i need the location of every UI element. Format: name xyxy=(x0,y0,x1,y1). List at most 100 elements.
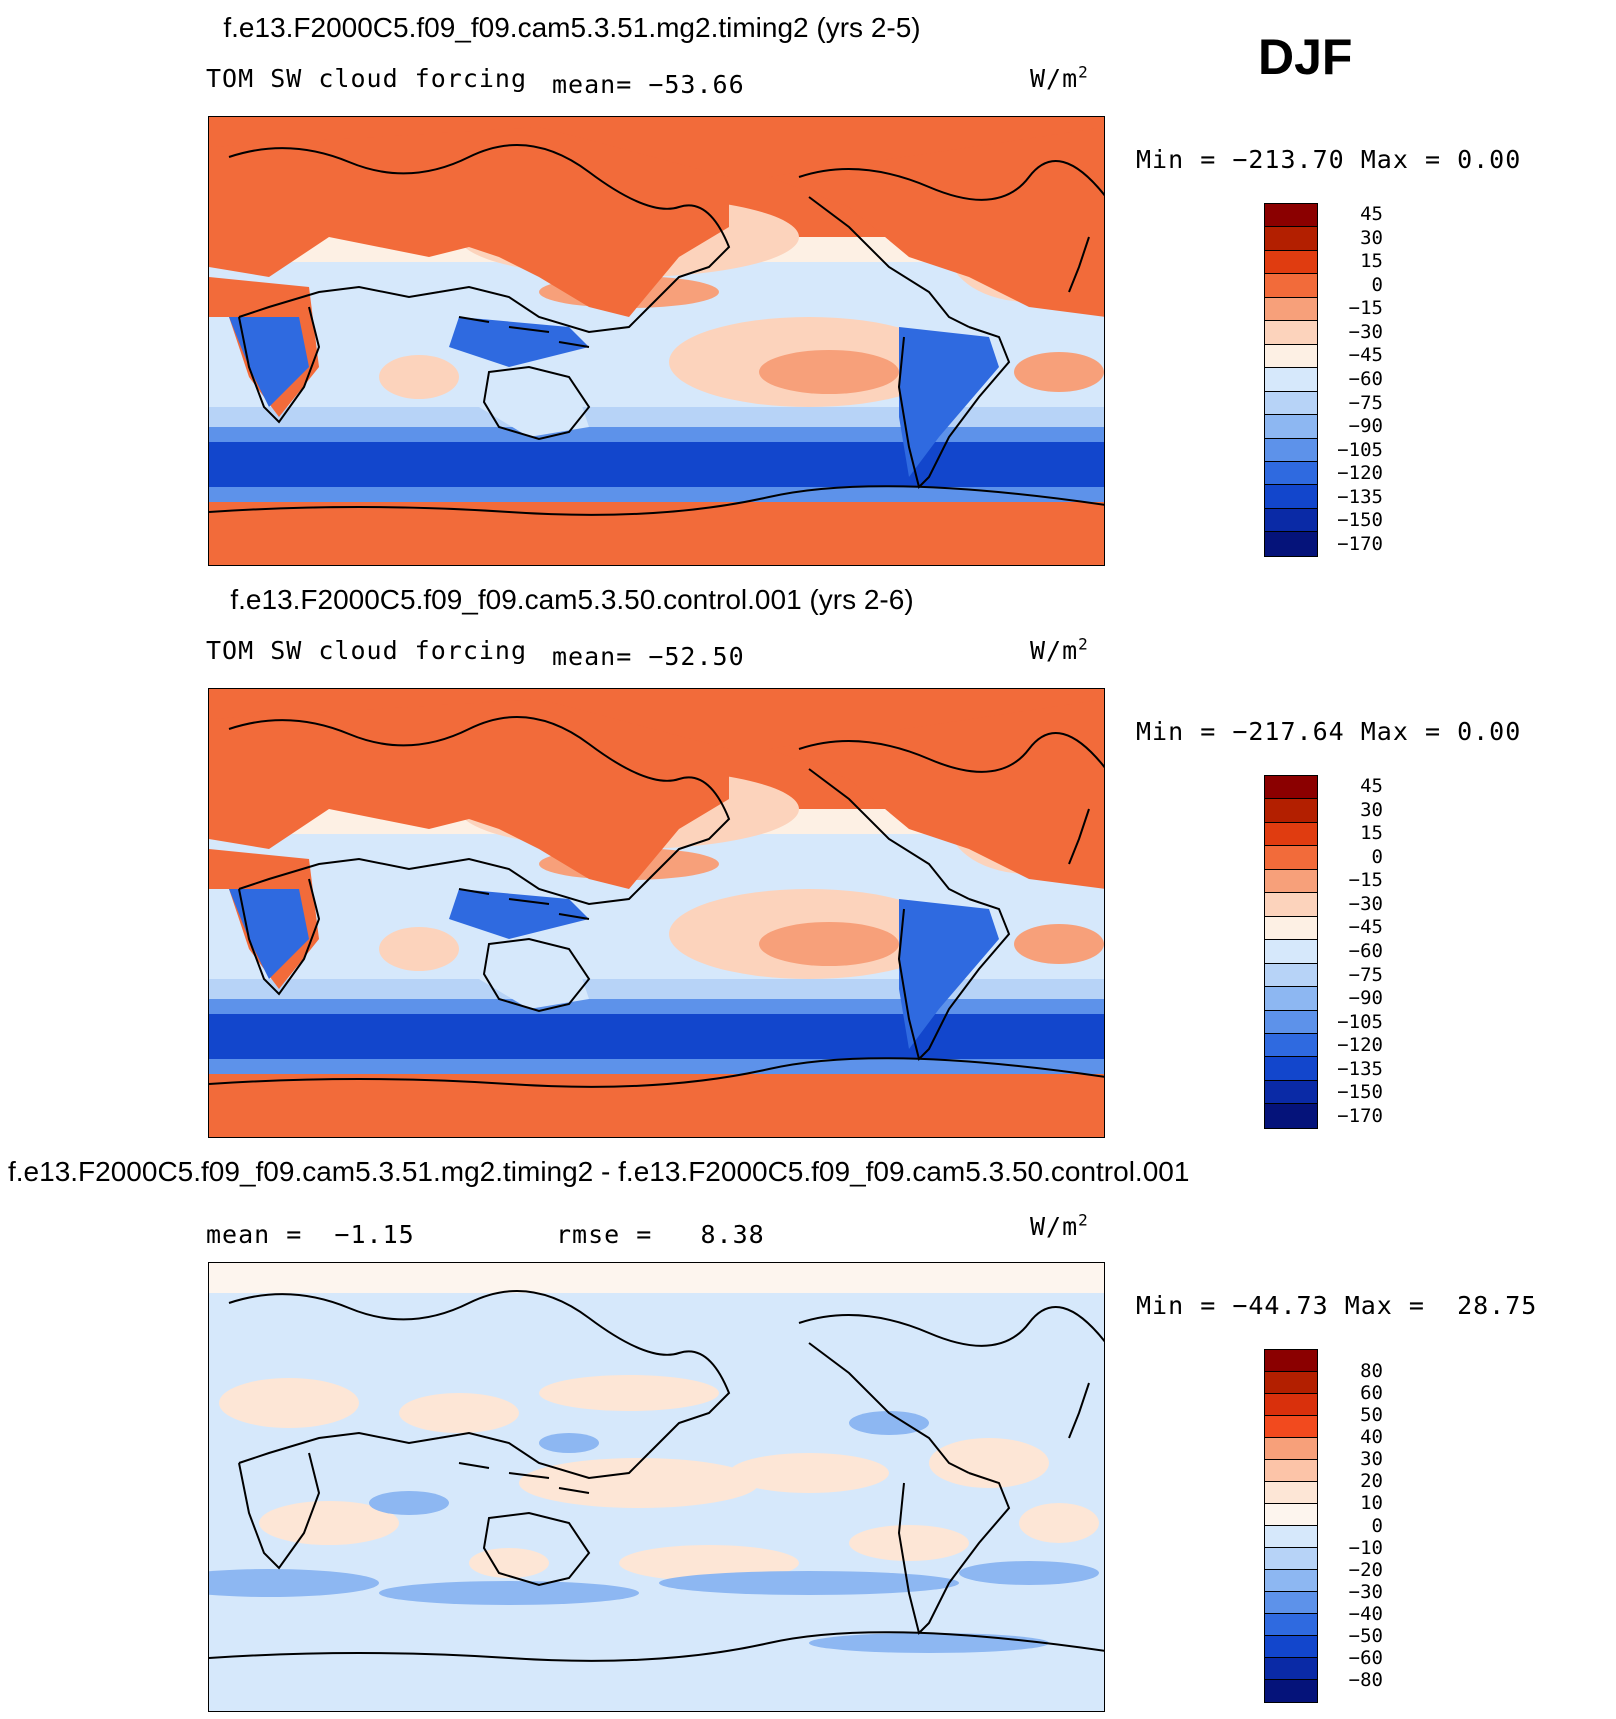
colorbar-label: −170 xyxy=(1337,1105,1383,1127)
colorbar-swatch xyxy=(1265,1460,1317,1482)
colorbar-label: 0 xyxy=(1371,1514,1383,1537)
colorbar-swatch xyxy=(1265,846,1317,870)
panel-1-title: f.e13.F2000C5.f09_f09.cam5.3.51.mg2.timi… xyxy=(223,12,921,43)
colorbar-swatch xyxy=(1265,1680,1317,1702)
antarctica-region xyxy=(209,1074,1104,1137)
colorbar-label: 45 xyxy=(1360,775,1383,797)
anomaly-region xyxy=(219,1378,359,1428)
colorbar-swatch xyxy=(1265,916,1317,941)
southern-band xyxy=(209,1059,1104,1074)
colorbar-swatch xyxy=(1265,1636,1317,1658)
anomaly-region xyxy=(959,1561,1099,1585)
coastline xyxy=(228,716,731,880)
colorbar-label: 80 xyxy=(1360,1360,1383,1382)
panel-3-mean: mean = −1.15 xyxy=(206,1220,415,1249)
coastline xyxy=(458,888,590,920)
colorbar-swatch xyxy=(1265,1057,1317,1081)
colorbar-label: −75 xyxy=(1348,391,1383,414)
colorbar-swatch xyxy=(1265,321,1317,345)
colorbar-swatch xyxy=(1265,1570,1317,1592)
anomaly-region xyxy=(1019,1503,1099,1543)
anomaly-region xyxy=(209,1569,379,1597)
coastline xyxy=(238,878,321,996)
anomaly-region xyxy=(519,1458,759,1508)
coastline xyxy=(458,1462,590,1494)
colorbar-label: −60 xyxy=(1348,368,1383,390)
anomaly-region xyxy=(729,1453,889,1493)
panel-3-map xyxy=(208,1262,1105,1712)
colorbar-swatch xyxy=(1265,1080,1317,1105)
colorbar-label: 0 xyxy=(1371,273,1383,296)
colorbar-swatch xyxy=(1265,274,1317,298)
anomaly-region xyxy=(849,1525,969,1561)
colorbar-swatch xyxy=(1265,1394,1317,1416)
coastline xyxy=(438,285,650,334)
colorbar-swatch xyxy=(1265,1010,1317,1034)
anomaly-region xyxy=(539,1375,719,1411)
coastline xyxy=(1068,1382,1090,1439)
colorbar-swatch xyxy=(1265,776,1317,800)
southeast-atlantic-zone xyxy=(1014,352,1104,392)
colorbar-label: −60 xyxy=(1348,940,1383,962)
colorbar-swatch xyxy=(1265,438,1317,462)
anomaly-region xyxy=(379,1581,639,1605)
australia-land xyxy=(479,367,589,437)
panel-3-units: W/m2 xyxy=(1030,1210,1089,1241)
anomaly-region xyxy=(809,1633,1049,1653)
antarctica-region xyxy=(209,502,1104,565)
colorbar-swatch xyxy=(1265,344,1317,369)
africa-convective-zone xyxy=(229,317,309,407)
colorbar-label: −105 xyxy=(1337,1010,1383,1033)
coastline xyxy=(808,768,970,900)
coastline xyxy=(808,1342,970,1474)
colorbar-label: −90 xyxy=(1348,415,1383,438)
colorbar-swatch xyxy=(1265,250,1317,275)
panel-1-colorbar-labels: 45 30 15 0 −15 −30 −45 −60 −75 −90 −105 −120 −135 −15… xyxy=(1330,205,1383,554)
north-america-land xyxy=(769,699,1104,889)
colorbar-label: 10 xyxy=(1360,1492,1383,1515)
colorbar-swatch xyxy=(1265,461,1317,486)
colorbar-label: −30 xyxy=(1348,892,1383,915)
colorbar-label: 45 xyxy=(1360,203,1383,225)
anomaly-region xyxy=(369,1491,449,1515)
colorbar-label: 50 xyxy=(1360,1404,1383,1427)
colorbar-label: −170 xyxy=(1337,533,1383,555)
colorbar-label: −30 xyxy=(1348,320,1383,343)
south-america-land xyxy=(899,899,999,1049)
colorbar-label: 0 xyxy=(1371,845,1383,868)
panel-2-title: f.e13.F2000C5.f09_f09.cam5.3.50.control.… xyxy=(230,584,914,615)
australia-land xyxy=(479,939,589,1009)
arctic-band xyxy=(209,1263,1104,1293)
panel-2-mean: mean= −52.50 xyxy=(552,642,745,671)
colorbar-label: 20 xyxy=(1360,1470,1383,1493)
colorbar-swatch xyxy=(1265,532,1317,556)
southern-ocean-band xyxy=(209,1014,1104,1059)
southeast-pacific-zone xyxy=(759,922,899,966)
coastline xyxy=(897,898,1011,1061)
panel-3-colorbar xyxy=(1264,1349,1318,1703)
colorbar-swatch xyxy=(1265,368,1317,392)
coastline xyxy=(238,285,440,318)
colorbar-swatch xyxy=(1265,893,1317,917)
coastline xyxy=(458,316,590,348)
colorbar-swatch xyxy=(1265,1416,1317,1438)
coastline xyxy=(228,1290,731,1454)
southern-band xyxy=(209,487,1104,502)
anomaly-region xyxy=(399,1393,519,1433)
panel-3-rmse: rmse = 8.38 xyxy=(556,1220,765,1249)
colorbar-label: 60 xyxy=(1360,1382,1383,1405)
panel-1-minmax: Min = −213.70 Max = 0.00 xyxy=(1136,145,1522,174)
colorbar-label: 15 xyxy=(1360,822,1383,845)
colorbar-swatch xyxy=(1265,415,1317,439)
southeast-pacific-zone xyxy=(759,350,899,394)
colorbar-swatch xyxy=(1265,1504,1317,1526)
anomaly-region xyxy=(929,1438,1049,1488)
panel-1-variable: TOM SW cloud forcing xyxy=(206,64,528,93)
coastline xyxy=(798,732,1104,773)
coastline xyxy=(482,1511,591,1587)
colorbar-swatch xyxy=(1265,822,1317,847)
panel-3-colorbar-labels: 80 60 50 40 30 20 10 0 −10 −20 −30 −40 −50 −60 −80 xyxy=(1330,1362,1383,1690)
colorbar-swatch xyxy=(1265,1614,1317,1636)
panel-1-map xyxy=(208,116,1105,566)
coastline xyxy=(482,937,591,1013)
